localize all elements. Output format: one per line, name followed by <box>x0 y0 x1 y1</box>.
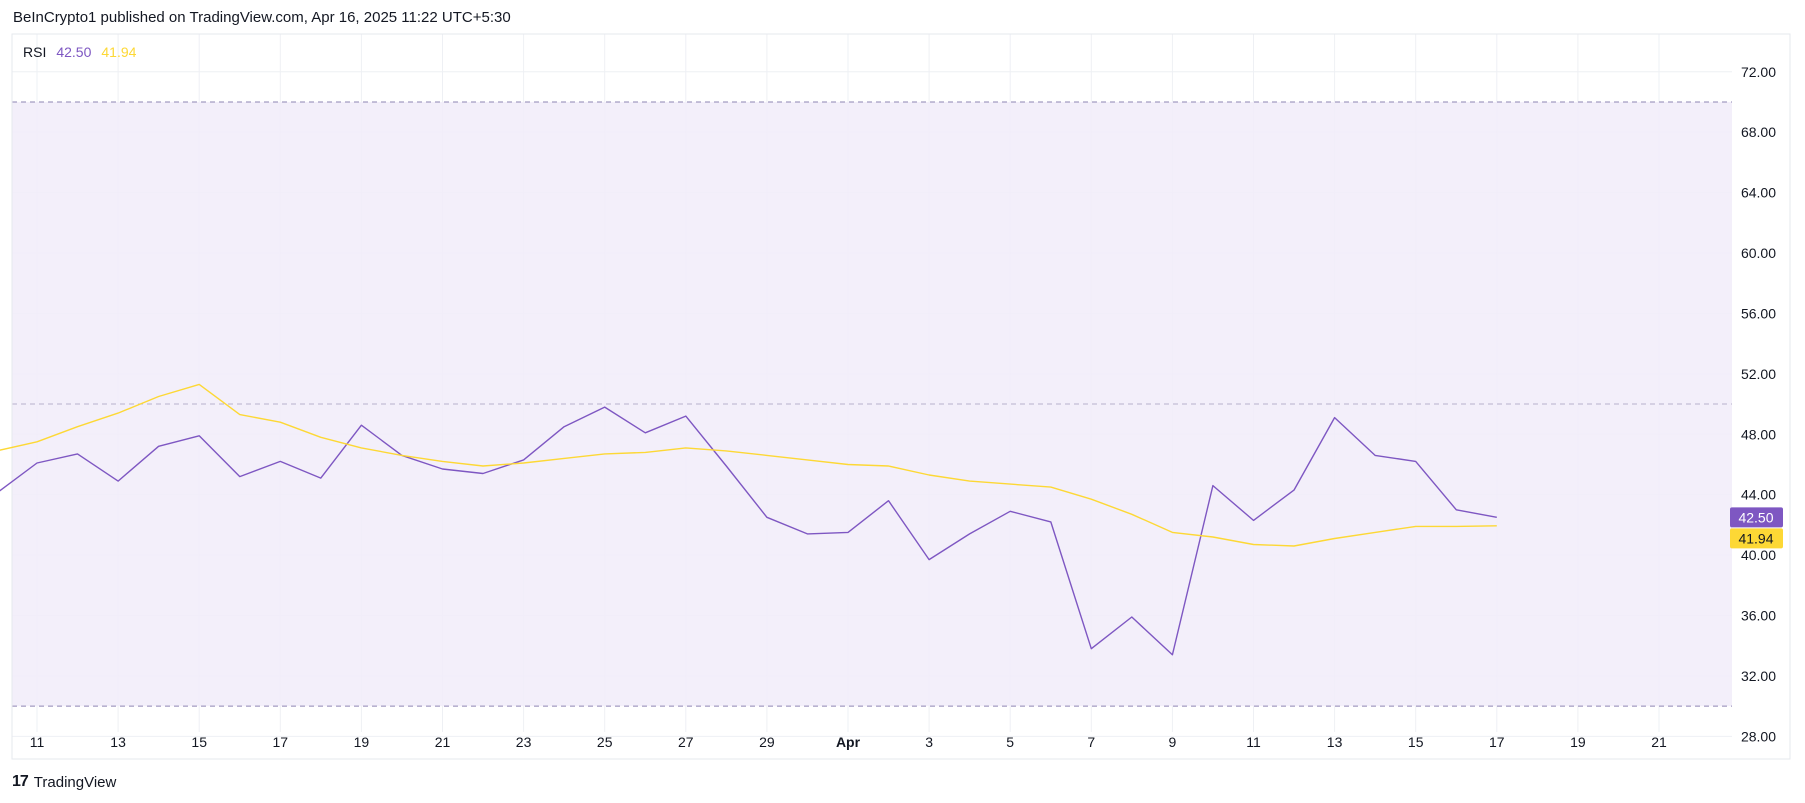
tradingview-brand-text: TradingView <box>33 773 117 791</box>
legend-indicator-name[interactable]: RSI <box>23 44 47 60</box>
y-tick-label: 60.00 <box>1741 245 1776 261</box>
publisher-header: BeInCrypto1 published on TradingView.com… <box>13 9 511 26</box>
ma-value-badge-text: 41.94 <box>1738 530 1773 546</box>
x-tick-label: 27 <box>678 734 694 750</box>
x-tick-label: 17 <box>1489 734 1505 750</box>
x-tick-label: 21 <box>1651 734 1667 750</box>
x-tick-label: 3 <box>925 734 933 750</box>
x-tick-label: 19 <box>354 734 370 750</box>
legend-ma-value: 41.94 <box>101 44 137 60</box>
y-tick-label: 56.00 <box>1741 305 1776 321</box>
publisher-text: BeInCrypto1 published on TradingView.com… <box>13 9 511 26</box>
y-tick-label: 64.00 <box>1741 185 1776 201</box>
y-axis: 72.00 68.00 64.00 60.00 56.00 52.00 48.00 44.00… <box>1741 64 1776 745</box>
rsi-ma-line <box>0 383 1497 547</box>
x-tick-label: 11 <box>30 734 45 750</box>
y-tick-label: 32.00 <box>1741 668 1776 684</box>
tradingview-logo-icon: 17 <box>12 773 29 790</box>
y-tick-label: 44.00 <box>1741 487 1776 503</box>
x-tick-label: 5 <box>1006 734 1014 750</box>
y-tick-label: 72.00 <box>1741 64 1776 80</box>
x-tick-label: Apr <box>836 734 861 750</box>
y-tick-label: 48.00 <box>1741 426 1776 442</box>
indicator-legend: RSI 42.50 41.94 <box>23 44 136 60</box>
series-layer <box>0 383 1497 656</box>
rsi-value-badge <box>1730 507 1783 528</box>
price-badges: 42.50 41.94 <box>1730 507 1783 549</box>
y-tick-label: 52.00 <box>1741 366 1776 382</box>
rsi-value-badge-text: 42.50 <box>1738 509 1773 525</box>
x-tick-label: 17 <box>273 734 289 750</box>
rsi-line <box>0 406 1497 656</box>
ma-value-badge <box>1730 528 1783 549</box>
y-tick-label: 36.00 <box>1741 608 1776 624</box>
x-tick-label: 25 <box>597 734 613 750</box>
x-tick-label: 11 <box>1246 734 1261 750</box>
x-tick-label: 19 <box>1570 734 1586 750</box>
x-tick-label: 23 <box>516 734 532 750</box>
x-axis: 11 13 15 17 19 21 23 25 27 29 Apr 3 5 7 9 11 13 15 17 19 21 <box>30 734 1667 750</box>
x-tick-label: 13 <box>1327 734 1343 750</box>
x-tick-label: 15 <box>191 734 207 750</box>
x-tick-label: 9 <box>1169 734 1177 750</box>
x-tick-label: 15 <box>1408 734 1424 750</box>
y-tick-label: 68.00 <box>1741 124 1776 140</box>
y-tick-label: 28.00 <box>1741 728 1776 744</box>
tradingview-footer: 17 TradingView <box>12 773 116 791</box>
plot-border <box>11 33 1791 760</box>
y-tick-label: 40.00 <box>1741 547 1776 563</box>
x-tick-label: 13 <box>110 734 126 750</box>
legend-rsi-value: 42.50 <box>56 44 92 60</box>
x-tick-label: 7 <box>1087 734 1095 750</box>
x-tick-label: 29 <box>759 734 775 750</box>
x-tick-label: 21 <box>435 734 451 750</box>
